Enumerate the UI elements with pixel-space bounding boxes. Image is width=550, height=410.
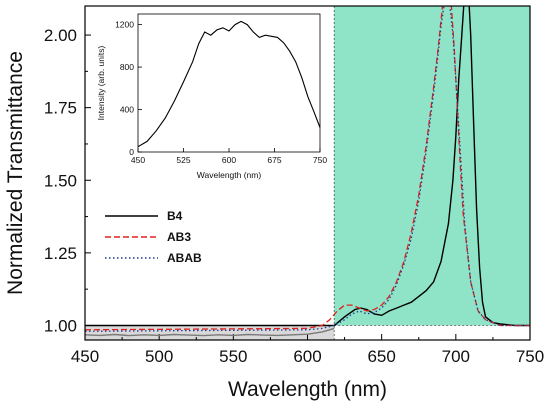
legend: B4 AB3 ABAB bbox=[105, 209, 202, 265]
inset-y-tick-label: 1200 bbox=[115, 20, 134, 30]
legend-label-abab: ABAB bbox=[167, 251, 202, 265]
x-tick-label: 500 bbox=[145, 347, 173, 366]
inset-plot-frame bbox=[137, 13, 321, 153]
y-tick-label: 1.00 bbox=[44, 316, 77, 335]
x-tick-label: 650 bbox=[367, 347, 395, 366]
inset-chart: 450 525 600 675 750 0 400 800 1200 Wavelength (n… bbox=[94, 7, 330, 187]
inset-x-tick-label: 600 bbox=[222, 155, 236, 165]
inset-x-tick-label: 450 bbox=[131, 155, 145, 165]
inset-series-group bbox=[137, 20, 321, 148]
x-tick-label: 700 bbox=[442, 347, 470, 366]
inset-x-tick-label: 675 bbox=[267, 155, 281, 165]
series-line-b4 bbox=[85, 6, 530, 327]
series-line-abab bbox=[85, 6, 530, 332]
x-tick-label: 750 bbox=[516, 347, 544, 366]
inset-x-axis-title: Wavelength (nm) bbox=[197, 170, 262, 180]
shaded-region-0 bbox=[334, 6, 530, 326]
main-plot-frame bbox=[84, 5, 531, 341]
x-tick-label: 600 bbox=[293, 347, 321, 366]
y-tick-label: 2.00 bbox=[44, 26, 77, 45]
series-line-ab3 bbox=[85, 6, 530, 331]
y-axis-title: Normalized Transmittance bbox=[4, 51, 27, 295]
x-tick-label: 550 bbox=[219, 347, 247, 366]
main-shaded-regions bbox=[85, 6, 530, 340]
x-axis-title: Wavelength (nm) bbox=[228, 378, 387, 401]
y-tick-label: 1.75 bbox=[44, 99, 77, 118]
inset-x-tick-label: 525 bbox=[176, 155, 190, 165]
inset-y-tick-label: 0 bbox=[129, 147, 134, 157]
inset-tick-labels: 450 525 600 675 750 0 400 800 1200 bbox=[115, 20, 327, 165]
inset-background bbox=[94, 7, 330, 187]
legend-label-ab3: AB3 bbox=[167, 230, 191, 244]
series-line-baseline bbox=[85, 327, 335, 337]
inset-spectrum-line bbox=[137, 20, 321, 148]
inset-x-tick-label: 750 bbox=[313, 155, 327, 165]
inset-y-tick-label: 800 bbox=[120, 62, 134, 72]
main-tick-labels: 450 500 550 600 650 700 750 1.00 1.25 1.50 1.75 2.0… bbox=[44, 26, 544, 366]
legend-label-b4: B4 bbox=[167, 209, 183, 223]
x-tick-label: 450 bbox=[71, 347, 99, 366]
inset-y-tick-label: 400 bbox=[120, 105, 134, 115]
main-series-group bbox=[85, 6, 530, 337]
inset-y-axis-title: Intensity (arb. units) bbox=[96, 46, 106, 121]
y-tick-label: 1.50 bbox=[44, 171, 77, 190]
shaded-region-1 bbox=[85, 325, 335, 340]
y-tick-label: 1.25 bbox=[44, 244, 77, 263]
